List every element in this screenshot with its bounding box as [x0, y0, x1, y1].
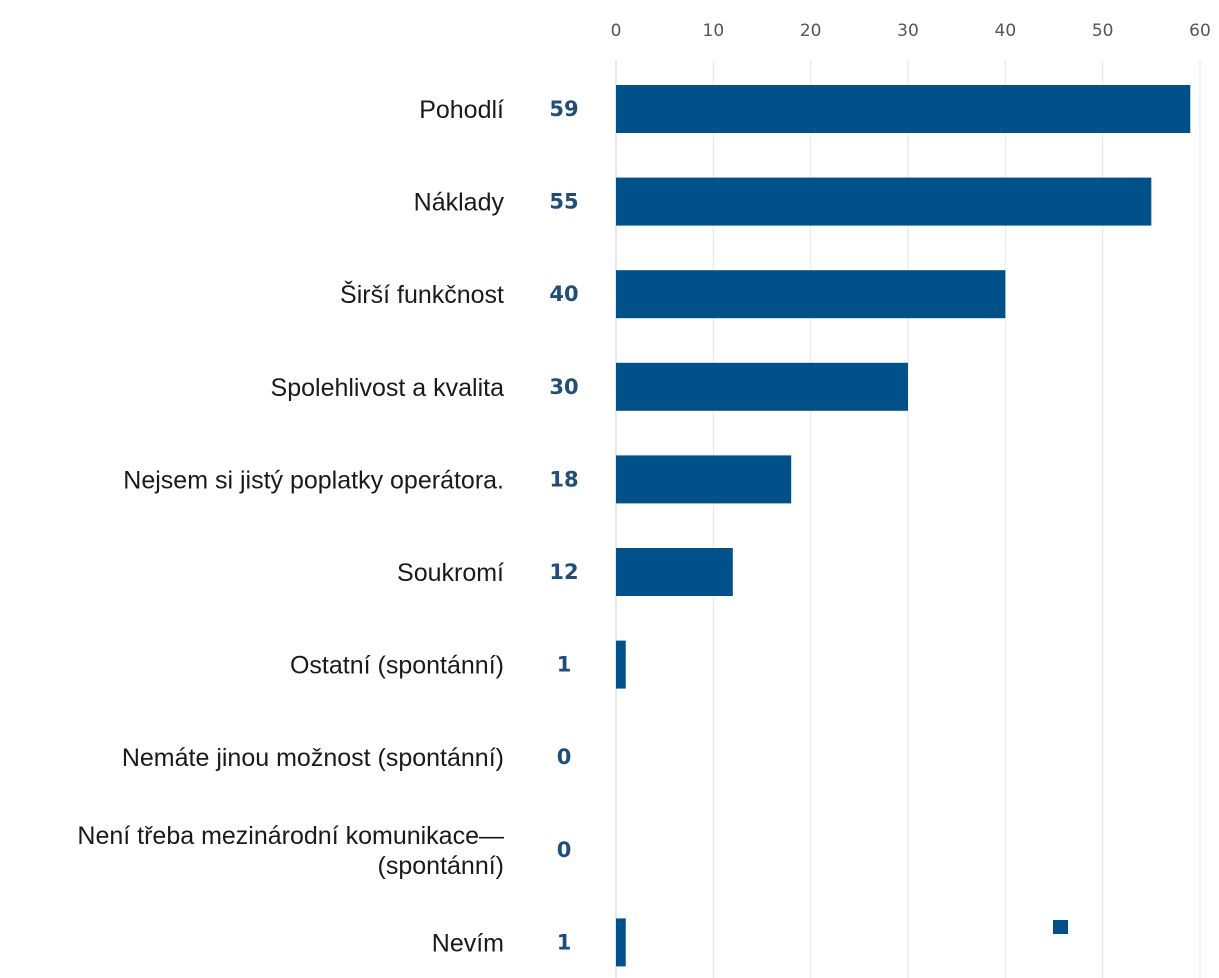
- bar: [616, 362, 908, 411]
- category-label: Pohodlí: [419, 96, 504, 124]
- category-label: Spolehlivost a kvalita: [271, 374, 505, 402]
- value-label: 59: [549, 97, 578, 121]
- value-label: 0: [557, 745, 572, 769]
- value-label: 1: [557, 653, 572, 677]
- category-label: Širší funkčnost: [340, 280, 504, 309]
- category-label-line: Nejsem si jistý poplatky operátora.: [123, 466, 504, 494]
- x-tick-label: 0: [611, 21, 622, 41]
- category-label-line: (spontánní): [378, 852, 504, 880]
- x-axis-ticks: 0 10 20 30 40 50 60: [611, 21, 1211, 41]
- category-label-line: Soukromí: [397, 559, 504, 587]
- legend-swatch: [1053, 920, 1068, 934]
- bars: [616, 85, 1191, 967]
- category-label: Soukromí: [397, 559, 504, 587]
- legend: [1053, 920, 1068, 934]
- x-tick-label: 20: [800, 21, 822, 41]
- x-tick-label: 60: [1189, 21, 1211, 41]
- value-label: 1: [557, 930, 572, 954]
- x-tick-label: 40: [995, 21, 1017, 41]
- value-label: 0: [557, 838, 572, 862]
- category-label: Náklady: [414, 189, 505, 217]
- category-label: Nejsem si jistý poplatky operátora.: [123, 466, 504, 494]
- bar: [616, 640, 626, 689]
- value-label: 18: [549, 467, 578, 491]
- value-label: 55: [549, 190, 578, 214]
- category-label: Není třeba mezinárodní komunikace— (spont…: [77, 822, 504, 880]
- category-labels: Pohodlí Náklady Širší funkčnost Spolehlivos…: [77, 96, 504, 957]
- category-label-line: Není třeba mezinárodní komunikace—: [77, 822, 504, 850]
- category-label-line: Pohodlí: [419, 96, 504, 124]
- category-label-line: Ostatní (spontánní): [290, 652, 504, 680]
- bar: [616, 177, 1152, 226]
- category-label-line: Spolehlivost a kvalita: [271, 374, 505, 402]
- bar: [616, 548, 733, 596]
- value-label: 30: [549, 375, 578, 399]
- category-label-line: Nevím: [432, 929, 504, 957]
- category-label-line: Nemáte jinou možnost (spontánní): [122, 744, 504, 772]
- x-tick-label: 10: [703, 21, 725, 41]
- category-label: Nevím: [432, 929, 504, 957]
- x-tick-label: 50: [1092, 21, 1114, 41]
- category-label-line: Širší funkčnost: [340, 280, 504, 309]
- x-tick-label: 30: [897, 21, 919, 41]
- value-labels: 59 55 40 30 18 12 1 0 0 1: [549, 97, 578, 954]
- bar: [616, 455, 792, 504]
- value-label: 12: [549, 560, 578, 584]
- value-label: 40: [549, 282, 578, 306]
- bar: [616, 270, 1006, 319]
- category-label-line: Náklady: [414, 189, 505, 217]
- bar: [616, 918, 626, 967]
- category-label: Nemáte jinou možnost (spontánní): [122, 744, 504, 772]
- bar: [616, 85, 1191, 133]
- category-label: Ostatní (spontánní): [290, 652, 504, 680]
